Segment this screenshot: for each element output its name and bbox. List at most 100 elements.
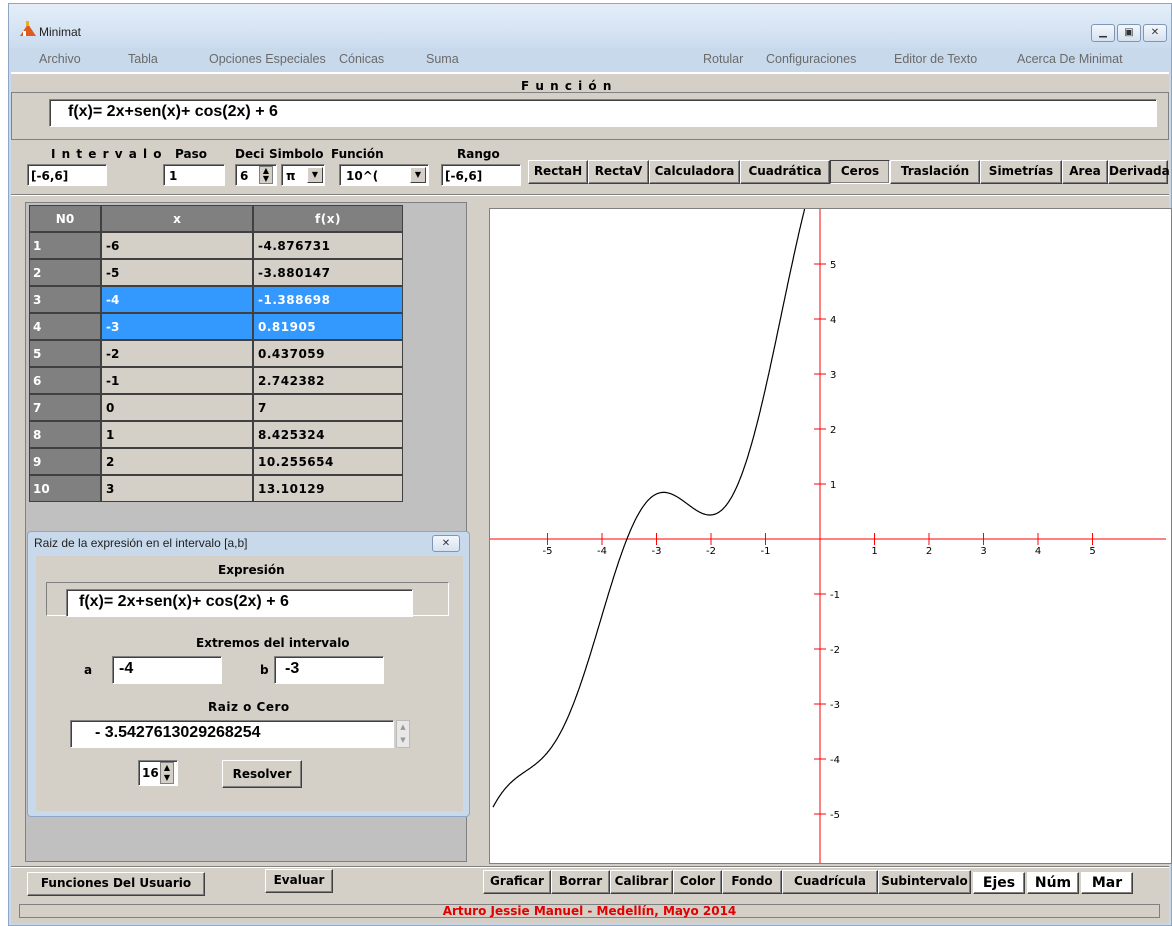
menu-tabla[interactable]: Tabla: [128, 52, 158, 66]
table-row[interactable]: 2 -5 -3.880147: [29, 259, 407, 286]
x-cell[interactable]: 3: [101, 475, 253, 502]
row-number-cell[interactable]: 3: [29, 286, 101, 313]
fx-cell[interactable]: 8.425324: [253, 421, 403, 448]
fx-cell[interactable]: 10.255654: [253, 448, 403, 475]
simbolo-chevron-down-icon[interactable]: ▼: [307, 167, 323, 183]
cuadratica-button[interactable]: Cuadrática: [740, 160, 830, 184]
row-number-cell[interactable]: 9: [29, 448, 101, 475]
evaluar-button[interactable]: Evaluar: [265, 869, 333, 893]
x-cell[interactable]: -1: [101, 367, 253, 394]
menu-configuraciones[interactable]: Configuraciones: [766, 52, 856, 66]
fx-cell[interactable]: 0.81905: [253, 313, 403, 340]
simetrias-button[interactable]: Simetrías: [980, 160, 1062, 184]
menu-conicas[interactable]: Cónicas: [339, 52, 384, 66]
deci-spinner[interactable]: ▲ ▼: [259, 166, 273, 184]
x-tick-label: 2: [926, 546, 932, 557]
function-graph[interactable]: -5 -4 -3 -2 -1 1 2 3 4 5 -5 -4 -3 -2 -1 1 2 3 4 5: [489, 208, 1172, 864]
table-row[interactable]: 6 -1 2.742382: [29, 367, 407, 394]
fx-cell[interactable]: 7: [253, 394, 403, 421]
user-functions-button[interactable]: Funciones Del Usuario: [27, 872, 205, 896]
x-cell[interactable]: 0: [101, 394, 253, 421]
resolver-button[interactable]: Resolver: [222, 760, 302, 788]
table-row[interactable]: 1 -6 -4.876731: [29, 232, 407, 259]
extremes-label: Extremos del intervalo: [196, 636, 350, 650]
menu-acerca-de[interactable]: Acerca De Minimat: [1017, 52, 1123, 66]
mar-button[interactable]: Mar: [1081, 872, 1133, 894]
ceros-button[interactable]: Ceros: [830, 160, 890, 184]
x-cell[interactable]: 1: [101, 421, 253, 448]
traslacion-button[interactable]: Traslación: [890, 160, 980, 184]
row-number-cell[interactable]: 1: [29, 232, 101, 259]
row-number-cell[interactable]: 4: [29, 313, 101, 340]
y-tick-label: -1: [830, 590, 840, 601]
x-tick-label: 4: [1035, 546, 1041, 557]
column-header[interactable]: N0: [29, 205, 101, 232]
table-row[interactable]: 10 3 13.10129: [29, 475, 407, 502]
menu-archivo[interactable]: Archivo: [39, 52, 81, 66]
area-button[interactable]: Area: [1062, 160, 1108, 184]
calibrar-button[interactable]: Calibrar: [610, 870, 673, 894]
x-cell[interactable]: 2: [101, 448, 253, 475]
fx-cell[interactable]: 13.10129: [253, 475, 403, 502]
menu-editor-texto[interactable]: Editor de Texto: [894, 52, 977, 66]
digits-spinner[interactable]: ▲ ▼: [160, 762, 174, 784]
x-cell[interactable]: -5: [101, 259, 253, 286]
subintervalo-button[interactable]: Subintervalo: [878, 870, 971, 894]
fx-cell[interactable]: 0.437059: [253, 340, 403, 367]
rectah-button[interactable]: RectaH: [528, 160, 588, 184]
column-header[interactable]: f(x): [253, 205, 403, 232]
borrar-button[interactable]: Borrar: [551, 870, 610, 894]
root-scrollbar[interactable]: ▲ ▼: [396, 720, 410, 748]
table-row[interactable]: 4 -3 0.81905: [29, 313, 407, 340]
maximize-button[interactable]: ▣: [1117, 24, 1141, 42]
fx-cell[interactable]: -1.388698: [253, 286, 403, 313]
row-number-cell[interactable]: 2: [29, 259, 101, 286]
rango-input[interactable]: [-6,6]: [441, 164, 521, 186]
close-button[interactable]: ✕: [1143, 24, 1167, 42]
funcion-chevron-down-icon[interactable]: ▼: [410, 167, 426, 183]
graficar-button[interactable]: Graficar: [483, 870, 551, 894]
expression-field[interactable]: f(x)= 2x+sen(x)+ cos(2x) + 6: [66, 589, 413, 617]
x-cell[interactable]: -6: [101, 232, 253, 259]
status-bar: Arturo Jessie Manuel - Medellín, Mayo 20…: [19, 904, 1160, 918]
row-number-cell[interactable]: 7: [29, 394, 101, 421]
fx-cell[interactable]: -4.876731: [253, 232, 403, 259]
calculadora-button[interactable]: Calculadora: [649, 160, 740, 184]
a-input[interactable]: -4: [112, 656, 222, 684]
x-cell[interactable]: -2: [101, 340, 253, 367]
menu-opciones-especiales[interactable]: Opciones Especiales: [209, 52, 326, 66]
color-button[interactable]: Color: [673, 870, 722, 894]
x-cell[interactable]: -3: [101, 313, 253, 340]
table-row[interactable]: 5 -2 0.437059: [29, 340, 407, 367]
minimize-button[interactable]: ▁: [1091, 24, 1115, 42]
row-number-cell[interactable]: 6: [29, 367, 101, 394]
row-number-cell[interactable]: 10: [29, 475, 101, 502]
x-cell[interactable]: -4: [101, 286, 253, 313]
intervalo-input[interactable]: [-6,6]: [27, 164, 107, 186]
row-number-cell[interactable]: 5: [29, 340, 101, 367]
ejes-button[interactable]: Ejes: [973, 872, 1025, 894]
dialog-close-icon[interactable]: ✕: [432, 535, 460, 552]
function-input[interactable]: f(x)= 2x+sen(x)+ cos(2x) + 6: [49, 99, 1157, 127]
num-button[interactable]: Núm: [1027, 872, 1079, 894]
derivada-button[interactable]: Derivada: [1108, 160, 1168, 184]
fx-cell[interactable]: -3.880147: [253, 259, 403, 286]
column-header[interactable]: x: [101, 205, 253, 232]
table-header: N0 x f(x): [29, 205, 407, 232]
fondo-button[interactable]: Fondo: [722, 870, 782, 894]
menu-suma[interactable]: Suma: [426, 52, 459, 66]
rectav-button[interactable]: RectaV: [588, 160, 649, 184]
y-tick-label: 1: [830, 480, 836, 491]
menu-rotular[interactable]: Rotular: [703, 52, 743, 66]
paso-input[interactable]: 1: [163, 164, 225, 186]
b-input[interactable]: -3: [274, 656, 384, 684]
fx-cell[interactable]: 2.742382: [253, 367, 403, 394]
row-number-cell[interactable]: 8: [29, 421, 101, 448]
cuadricula-button[interactable]: Cuadrícula: [782, 870, 878, 894]
app-window: Minimat ▁ ▣ ✕ Archivo Tabla Opciones Esp…: [8, 3, 1172, 926]
table-row[interactable]: 3 -4 -1.388698: [29, 286, 407, 313]
function-header: F u n c i ó n: [521, 79, 612, 93]
